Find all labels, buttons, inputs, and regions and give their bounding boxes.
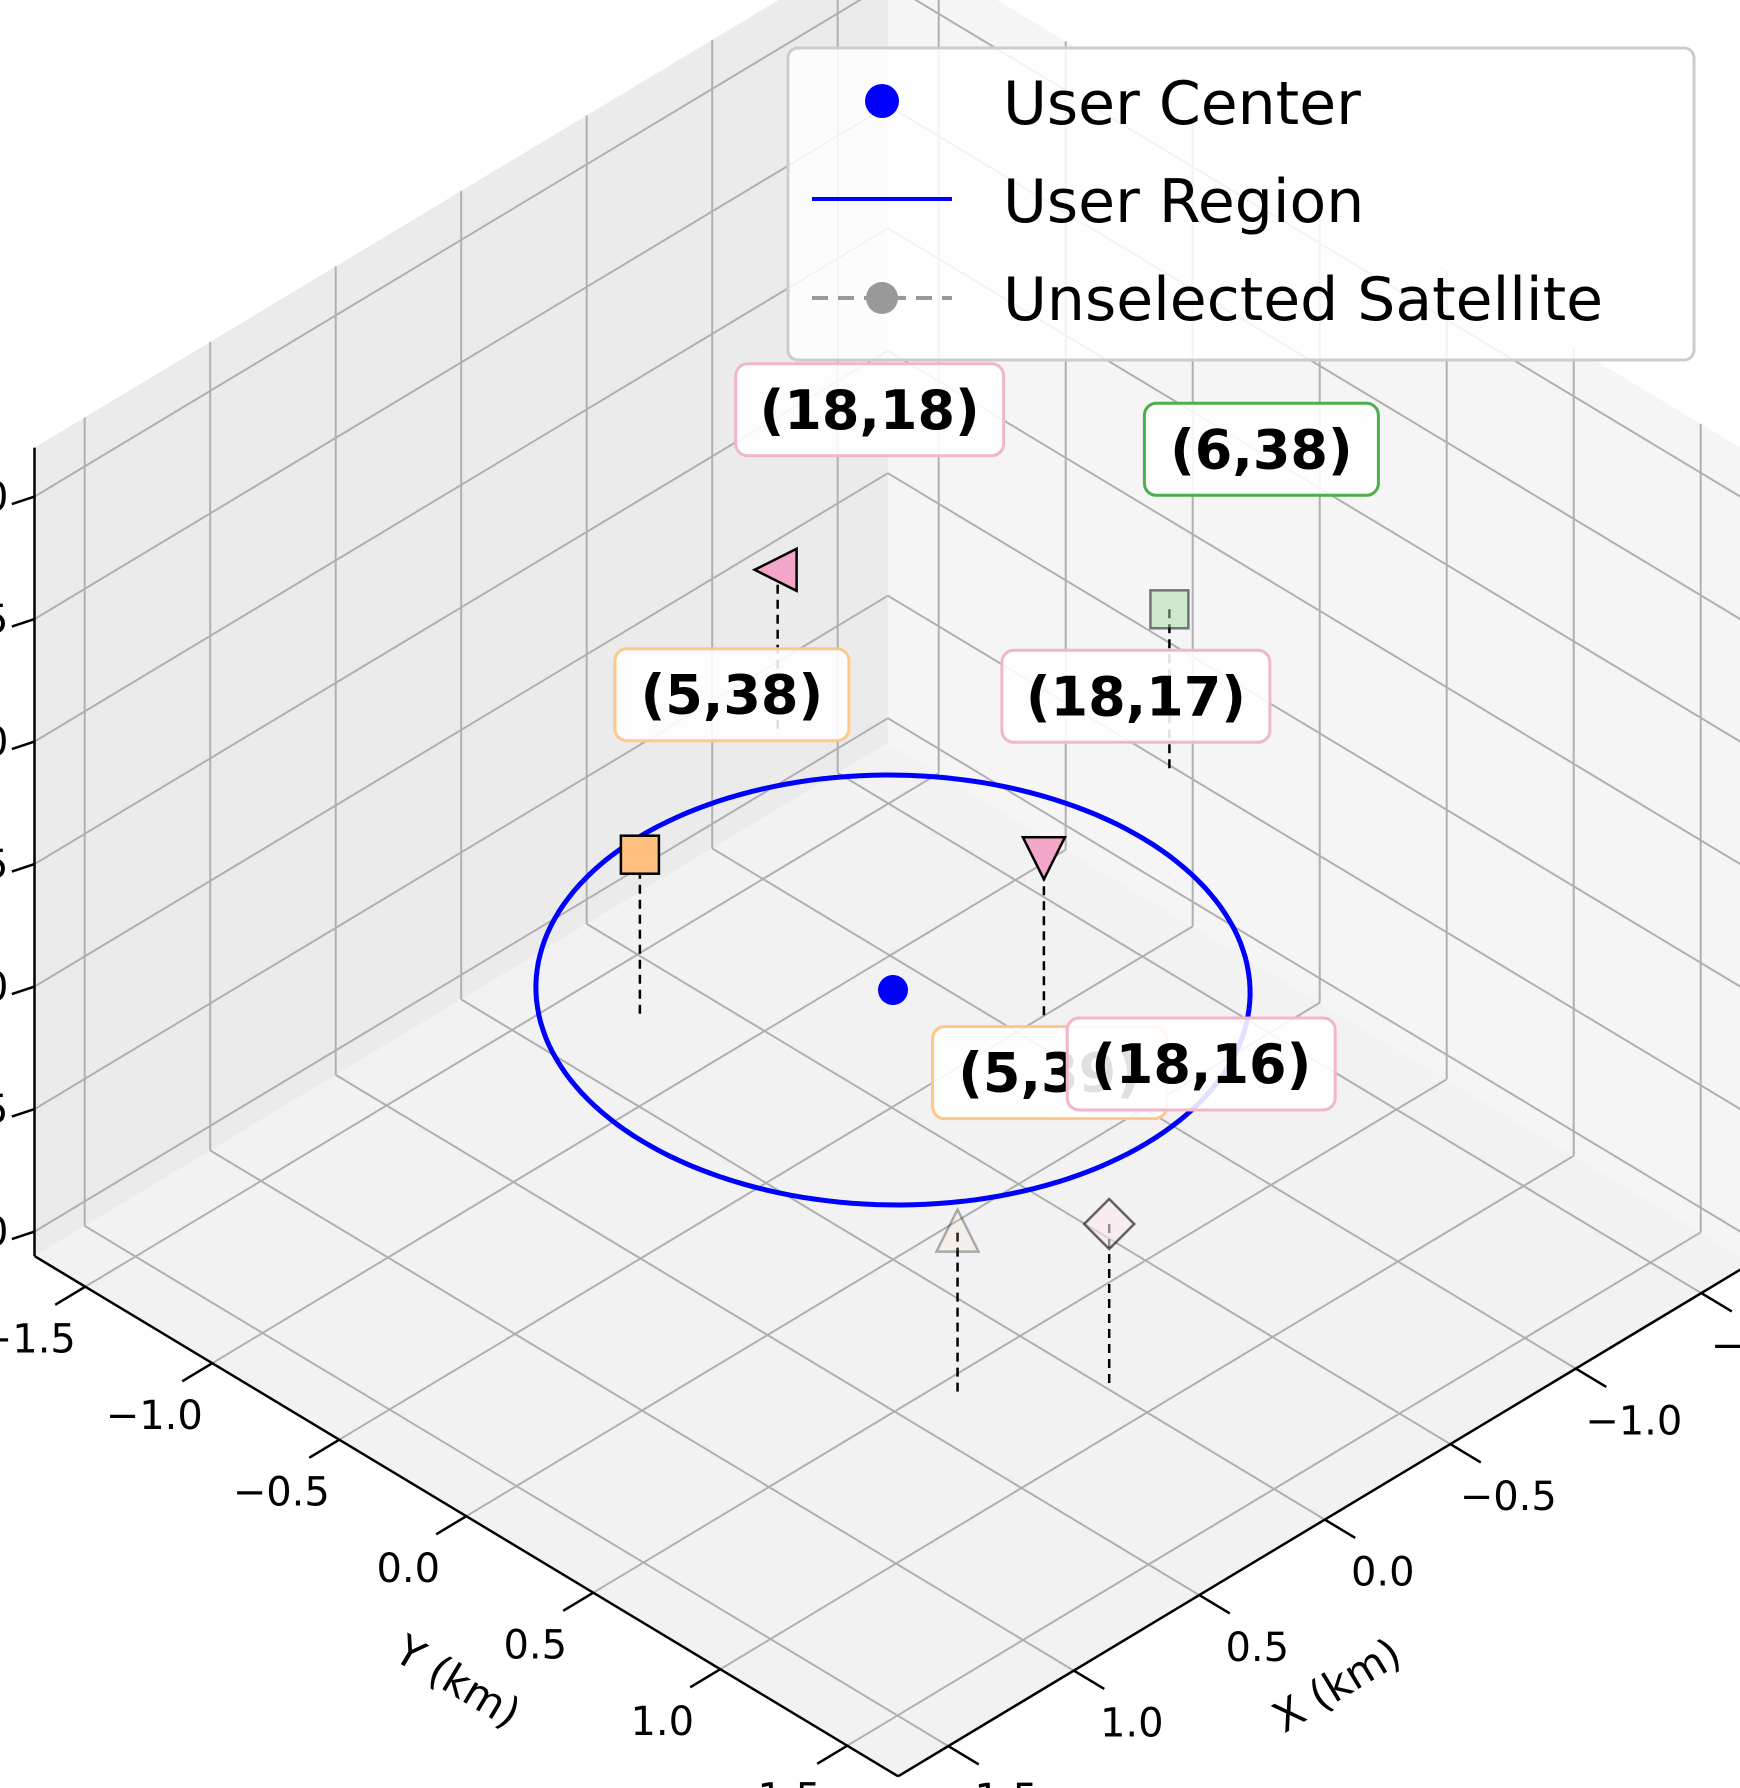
satellite-label: (5,38) bbox=[641, 664, 824, 727]
y-tick-label: 0.0 bbox=[376, 1546, 440, 1592]
z-tick bbox=[11, 1230, 35, 1241]
y-tick-label: −1.5 bbox=[0, 1317, 76, 1363]
z-tick bbox=[11, 1107, 35, 1118]
legend-frame bbox=[786, 46, 1696, 362]
user-region-group bbox=[533, 772, 1253, 1208]
satellite-marker bbox=[1020, 836, 1067, 883]
legend: User Center User Region Unselected Satel… bbox=[786, 46, 1696, 362]
wall-left-grid-horizontal bbox=[887, 472, 1740, 988]
x-tick bbox=[1449, 1443, 1482, 1464]
legend-entry-user-center: User Center bbox=[1003, 69, 1361, 139]
satellite-label: (18,18) bbox=[760, 379, 980, 442]
satellite-label: (6,38) bbox=[1170, 418, 1353, 481]
y-tick bbox=[181, 1362, 213, 1383]
floor-grid-y bbox=[592, 1078, 1448, 1594]
wall-right-grid-horizontal bbox=[33, 104, 889, 620]
satellite-markers bbox=[619, 546, 1190, 1253]
x-tick-label: −1.0 bbox=[1585, 1399, 1682, 1445]
y-tick-label: −0.5 bbox=[233, 1470, 330, 1516]
y-tick bbox=[562, 1591, 594, 1612]
x-tick bbox=[947, 1745, 980, 1766]
satellite-marker bbox=[619, 834, 661, 875]
x-tick bbox=[1198, 1594, 1231, 1615]
x-tick bbox=[1073, 1669, 1105, 1691]
x-tick-label: 0.0 bbox=[1351, 1550, 1415, 1596]
y-tick-label: −1.0 bbox=[106, 1393, 203, 1439]
floor-grid-y bbox=[338, 925, 1194, 1441]
wall-right-grid-horizontal bbox=[33, 0, 862, 498]
x-tick-label: −0.5 bbox=[1460, 1474, 1557, 1520]
satellite-marker bbox=[1082, 1197, 1136, 1251]
z-tick bbox=[11, 495, 35, 506]
x-tick-label: 1.0 bbox=[1100, 1701, 1164, 1747]
floor-grid-y bbox=[846, 1231, 1702, 1747]
legend-unselected-dot-icon bbox=[866, 282, 898, 314]
x-tick bbox=[1575, 1367, 1607, 1389]
legend-entry-unselected-satellite: Unselected Satellite bbox=[1003, 265, 1603, 335]
x-tick-label: −1.5 bbox=[1711, 1323, 1740, 1369]
y-tick bbox=[54, 1285, 86, 1306]
wall-left-grid-horizontal bbox=[887, 349, 1740, 866]
wall-left-grid-horizontal bbox=[887, 717, 1740, 1233]
y-tick-label: 1.5 bbox=[757, 1776, 821, 1788]
x-tick-label: 1.5 bbox=[974, 1776, 1038, 1788]
wall-right-grid-horizontal bbox=[33, 227, 889, 743]
z-tick-label: 1.0 bbox=[0, 720, 9, 766]
x-tick-label: 0.5 bbox=[1225, 1625, 1289, 1671]
z-tick-label: −1.0 bbox=[0, 1210, 9, 1256]
y-tick-label: 0.5 bbox=[503, 1623, 567, 1669]
satellite-labels: (6,38)(18,18)(18,17)(5,38)(5,39)(18,16) bbox=[613, 362, 1380, 1121]
z-tick-label: 2.0 bbox=[0, 475, 9, 521]
satellite-label-box bbox=[613, 647, 851, 743]
y-tick bbox=[435, 1515, 467, 1536]
satellite-marker bbox=[934, 1206, 981, 1253]
z-tick bbox=[11, 862, 35, 873]
wall-right-grid-horizontal bbox=[33, 717, 889, 1233]
satellite-label: (18,16) bbox=[1091, 1033, 1311, 1096]
y-tick-label: 1.0 bbox=[630, 1699, 694, 1745]
y-tick bbox=[689, 1668, 721, 1689]
satellite-label: (18,17) bbox=[1026, 665, 1246, 728]
floor-grid-y bbox=[719, 1154, 1575, 1671]
satellite-marker bbox=[751, 546, 798, 593]
legend-user-center-icon bbox=[865, 84, 899, 118]
axes-ticks: −1.5 −1.0 −0.5 0.0 0.5 1.0 1.5 −1.5 −1.0 −0.5 0.0 0… bbox=[0, 447, 1740, 1788]
z-tick bbox=[11, 740, 35, 751]
satellite-label-box bbox=[1065, 1016, 1337, 1112]
floor-pane bbox=[34, 742, 1740, 1777]
satellite-marker bbox=[1149, 589, 1190, 630]
z-tick-label: 1.5 bbox=[0, 597, 9, 643]
y-tick bbox=[308, 1438, 340, 1459]
x-tick bbox=[1324, 1518, 1356, 1540]
z-tick-label: 0.0 bbox=[0, 965, 9, 1011]
legend-entry-user-region: User Region bbox=[1003, 167, 1364, 237]
user-region-circle bbox=[533, 772, 1253, 1208]
x-tick bbox=[1700, 1292, 1733, 1313]
floor-grid-y bbox=[211, 848, 1067, 1365]
z-tick-label: 0.5 bbox=[0, 842, 9, 888]
z-tick-label: −0.5 bbox=[0, 1087, 9, 1133]
satellite-label-box bbox=[1000, 648, 1272, 744]
z-tick bbox=[11, 985, 35, 996]
z-tick bbox=[11, 617, 35, 628]
satellite-label-box bbox=[1142, 401, 1380, 497]
wall-right-grid-horizontal bbox=[33, 472, 889, 988]
floor-grid-y bbox=[84, 772, 940, 1288]
satellite-label-box bbox=[734, 362, 1006, 458]
y-tick bbox=[816, 1744, 848, 1765]
user-center-dot bbox=[878, 975, 908, 1005]
